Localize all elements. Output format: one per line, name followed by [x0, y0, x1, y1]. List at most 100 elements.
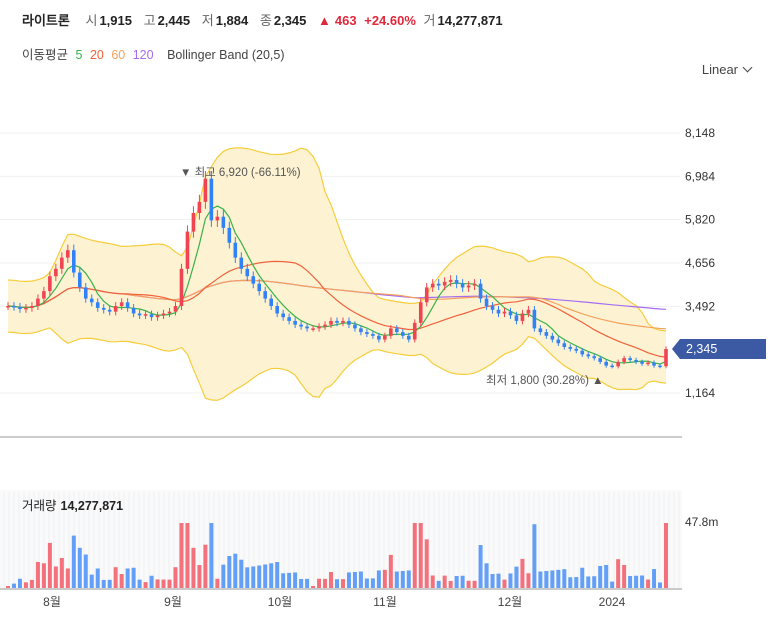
- volume-bar: [47, 542, 52, 588]
- candle-body: [640, 361, 644, 364]
- volume-bar: [101, 579, 106, 588]
- candle-body: [472, 283, 477, 286]
- volume-bar: [508, 573, 513, 588]
- candle-body: [341, 320, 345, 323]
- volume-bar: [179, 523, 184, 588]
- ma20-line: [7, 260, 667, 358]
- candle-body: [269, 298, 273, 307]
- candle-body: [389, 328, 393, 336]
- candle-body: [24, 307, 28, 310]
- volume-bar: [394, 571, 399, 588]
- candle-body: [83, 287, 88, 299]
- volume-bar: [364, 578, 369, 588]
- candle-body: [95, 302, 100, 308]
- candle-body: [359, 328, 363, 333]
- volume-bar: [460, 575, 465, 588]
- volume-bar: [215, 578, 220, 588]
- candle-body: [430, 283, 435, 288]
- volume-bar: [161, 579, 166, 588]
- volume-bar: [113, 567, 118, 588]
- candle-body: [377, 335, 381, 340]
- volume-bar: [352, 572, 357, 588]
- candle-body: [395, 328, 399, 333]
- candle-body: [347, 320, 351, 325]
- candle-body: [197, 201, 202, 213]
- scale-dropdown[interactable]: Linear: [702, 62, 753, 77]
- candle-body: [454, 279, 459, 284]
- volume-bar: [616, 559, 621, 588]
- volume-bar: [89, 574, 94, 588]
- candle-body: [77, 272, 82, 288]
- volume-bar: [251, 566, 256, 588]
- volume-bar: [592, 576, 597, 588]
- high-annotation: ▼ 최고 6,920 (-66.11%): [180, 166, 301, 179]
- indicator-legend[interactable]: 이동평균 5 20 60 120 Bollinger Band (20,5): [22, 44, 289, 63]
- volume-bar: [263, 564, 268, 588]
- candle-body: [610, 365, 614, 368]
- volume-bar: [664, 523, 668, 588]
- up-triangle-icon: ▲: [318, 13, 331, 28]
- candle-body: [466, 285, 471, 288]
- volume-bar: [35, 562, 40, 588]
- ma20-label: 20: [89, 48, 104, 62]
- y-tick-label: 1,164: [685, 386, 715, 400]
- candle-body: [442, 281, 447, 286]
- volume-bar: [442, 575, 447, 588]
- y-tick-label: 5,820: [685, 213, 715, 227]
- volume-bar: [329, 572, 334, 588]
- volume-bar: [167, 579, 172, 588]
- volume-bar: [209, 523, 214, 588]
- low-annotation: 최저 1,800 (30.28%) ▲: [486, 374, 604, 387]
- volume-bar: [149, 575, 154, 588]
- volume-bar: [634, 575, 639, 588]
- candle-body: [113, 306, 118, 312]
- volume-bar: [245, 567, 250, 588]
- open-value: 1,915: [99, 13, 132, 28]
- candle-body: [490, 306, 495, 310]
- volume-bar: [221, 564, 226, 588]
- candle-body: [30, 306, 34, 308]
- candle-body: [412, 322, 417, 340]
- change-percent: +24.60%: [364, 13, 416, 28]
- volume-bar: [580, 567, 585, 588]
- x-tick-label: 2024: [599, 595, 626, 609]
- volume-bar: [59, 558, 64, 588]
- candle-body: [424, 287, 429, 303]
- volume-bar: [430, 575, 435, 588]
- bb-label: Bollinger Band (20,5): [167, 48, 285, 62]
- quote-header: 라이트론 시 1,915 고 2,445 저 1,884 종 2,345 ▲ 463 +2…: [22, 10, 511, 29]
- candle-body: [646, 362, 650, 365]
- volume-bar: [640, 575, 645, 588]
- candle-body: [191, 212, 196, 232]
- volume-bar: [538, 571, 543, 588]
- candle-body: [101, 307, 106, 310]
- volume-bar: [574, 577, 579, 588]
- candle-body: [323, 324, 327, 327]
- volume-bar: [233, 553, 238, 588]
- volume-bar: [203, 544, 208, 588]
- change-value: 463: [334, 13, 357, 28]
- volume-bar: [137, 579, 142, 588]
- volume-bar: [562, 569, 567, 588]
- volume-bar: [173, 567, 178, 588]
- volume-bar: [77, 547, 82, 588]
- candle-body: [227, 227, 232, 243]
- candle-body: [574, 348, 579, 351]
- volume-panel-value: 14,277,871: [60, 499, 124, 513]
- volume-bar: [311, 586, 316, 588]
- y-tick-label: 4,656: [685, 256, 715, 270]
- volume-bar: [514, 566, 519, 588]
- volume-bar: [400, 571, 405, 588]
- candle-body: [478, 283, 483, 299]
- volume-bar: [658, 582, 663, 588]
- candle-body: [125, 302, 130, 308]
- candle-body: [89, 298, 94, 303]
- volume-bar: [436, 580, 441, 588]
- volume-label: 거: [423, 13, 436, 28]
- candle-body: [12, 306, 16, 308]
- volume-bar: [520, 558, 525, 588]
- volume-bar: [622, 565, 627, 588]
- volume-bar: [586, 576, 591, 588]
- volume-bar: [11, 583, 16, 588]
